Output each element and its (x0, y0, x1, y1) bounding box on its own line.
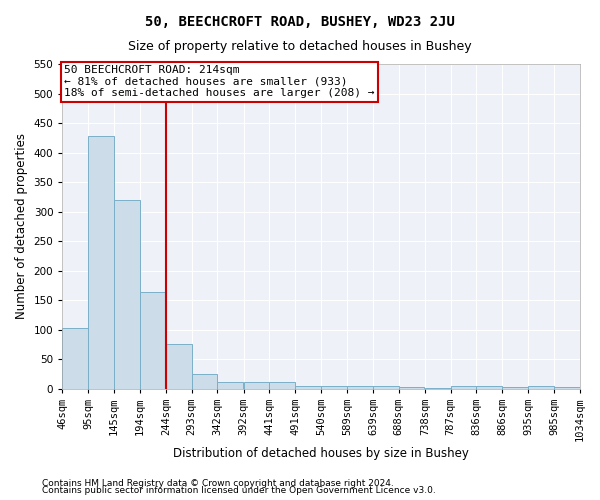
Bar (347, 386, 373, 388)
Bar (88, 136, 113, 388)
Text: 50 BEECHCROFT ROAD: 214sqm
← 81% of detached houses are smaller (933)
18% of sem: 50 BEECHCROFT ROAD: 214sqm ← 81% of deta… (64, 65, 374, 98)
Bar (62, 328, 88, 388)
Text: Contains HM Land Registry data © Crown copyright and database right 2024.: Contains HM Land Registry data © Crown c… (42, 478, 394, 488)
Text: Contains public sector information licensed under the Open Government Licence v3: Contains public sector information licen… (42, 486, 436, 495)
Bar (373, 386, 399, 388)
Bar (269, 382, 295, 388)
Bar (217, 382, 243, 388)
Bar (166, 344, 192, 389)
Bar (321, 386, 347, 388)
Bar (244, 382, 269, 388)
Y-axis label: Number of detached properties: Number of detached properties (15, 134, 28, 320)
Bar (140, 292, 166, 388)
Bar (114, 200, 140, 388)
X-axis label: Distribution of detached houses by size in Bushey: Distribution of detached houses by size … (173, 447, 469, 460)
Bar (295, 386, 321, 388)
Bar (192, 374, 217, 388)
Bar (476, 386, 502, 388)
Text: 50, BEECHCROFT ROAD, BUSHEY, WD23 2JU: 50, BEECHCROFT ROAD, BUSHEY, WD23 2JU (145, 15, 455, 29)
Bar (528, 386, 554, 388)
Text: Size of property relative to detached houses in Bushey: Size of property relative to detached ho… (128, 40, 472, 53)
Bar (451, 386, 476, 388)
